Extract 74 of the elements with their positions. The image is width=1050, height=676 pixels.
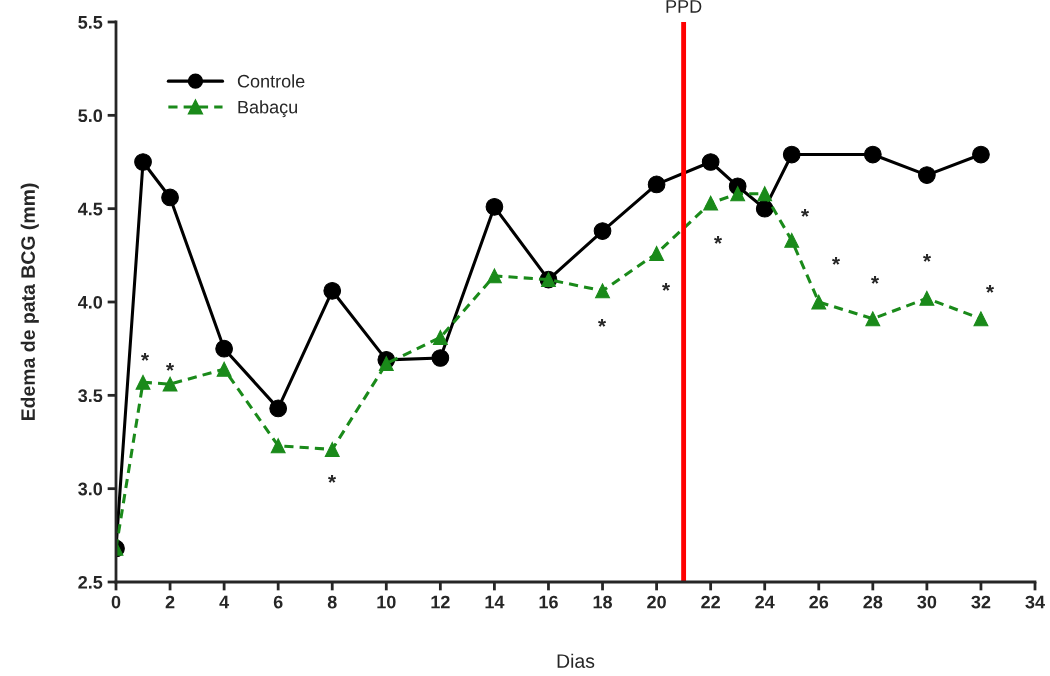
point	[973, 311, 989, 327]
annotation: *	[141, 353, 150, 361]
x-tick-label: 28	[863, 595, 883, 609]
point	[216, 361, 232, 377]
x-tick-label: 24	[755, 595, 775, 609]
annotation: *	[166, 363, 175, 371]
point	[703, 195, 719, 211]
point	[135, 374, 151, 390]
point	[865, 311, 881, 327]
point	[647, 175, 666, 194]
point	[161, 188, 179, 207]
x-tick-label: 14	[485, 595, 505, 609]
annotation: *	[832, 257, 841, 265]
point	[269, 399, 288, 418]
annotation: *	[923, 254, 932, 262]
point	[431, 349, 450, 367]
legend-label: Babaçu	[238, 100, 298, 118]
point	[784, 232, 800, 248]
x-tick-label: 34	[1025, 595, 1045, 609]
annotation: *	[801, 209, 810, 217]
annotation: *	[662, 283, 671, 291]
x-tick-label: 4	[219, 595, 230, 609]
annotation: *	[598, 319, 607, 327]
x-tick-label: 22	[701, 595, 720, 609]
y-tick-label: 2.5	[78, 575, 103, 589]
point	[863, 145, 882, 164]
annotation: *	[714, 236, 723, 244]
y-tick-label: 3.0	[78, 482, 103, 496]
point	[919, 290, 935, 306]
y-tick-label: 4.5	[77, 202, 103, 216]
point	[162, 376, 178, 392]
x-tick-label: 6	[273, 595, 283, 609]
x-tick-label: 2	[165, 595, 175, 609]
point	[595, 283, 610, 299]
x-tick-label: 30	[917, 595, 937, 609]
y-tick-label: 5.0	[78, 109, 103, 123]
point	[811, 294, 827, 310]
x-tick-label: 32	[971, 595, 991, 609]
y-tick-label: 4.0	[77, 295, 103, 309]
point	[134, 153, 152, 171]
point	[730, 186, 746, 202]
x-tick-label: 16	[539, 595, 558, 609]
point	[270, 438, 286, 454]
annotation: *	[328, 475, 337, 483]
point	[918, 166, 936, 184]
point	[972, 145, 990, 164]
legend-label: Controle	[237, 74, 305, 88]
point	[215, 339, 233, 358]
x-tick-label: 0	[111, 595, 121, 609]
x-tick-label: 18	[593, 595, 613, 609]
x-tick-label: 8	[327, 595, 337, 609]
x-tick-label: 20	[647, 595, 666, 609]
annotation: *	[871, 276, 880, 284]
point	[486, 268, 502, 284]
x-axis-title: Dias	[557, 653, 595, 668]
annotation: *	[986, 285, 995, 293]
point	[593, 222, 612, 240]
point	[432, 330, 448, 345]
x-tick-label: 12	[431, 595, 450, 609]
point	[755, 199, 774, 218]
point	[485, 197, 504, 216]
x-tick-label: 26	[809, 595, 829, 609]
point	[782, 145, 801, 164]
point	[324, 442, 340, 457]
point	[323, 281, 342, 300]
point	[757, 186, 773, 202]
ref-line-label: PPD	[666, 0, 702, 13]
point	[701, 153, 720, 171]
x-tick-label: 10	[377, 595, 396, 609]
point	[378, 356, 394, 372]
y-tick-label: 3.5	[78, 389, 103, 403]
point	[649, 246, 665, 261]
y-axis-title: Edema de pata BCG (mm)	[20, 183, 39, 421]
y-tick-label: 5.5	[78, 16, 103, 29]
